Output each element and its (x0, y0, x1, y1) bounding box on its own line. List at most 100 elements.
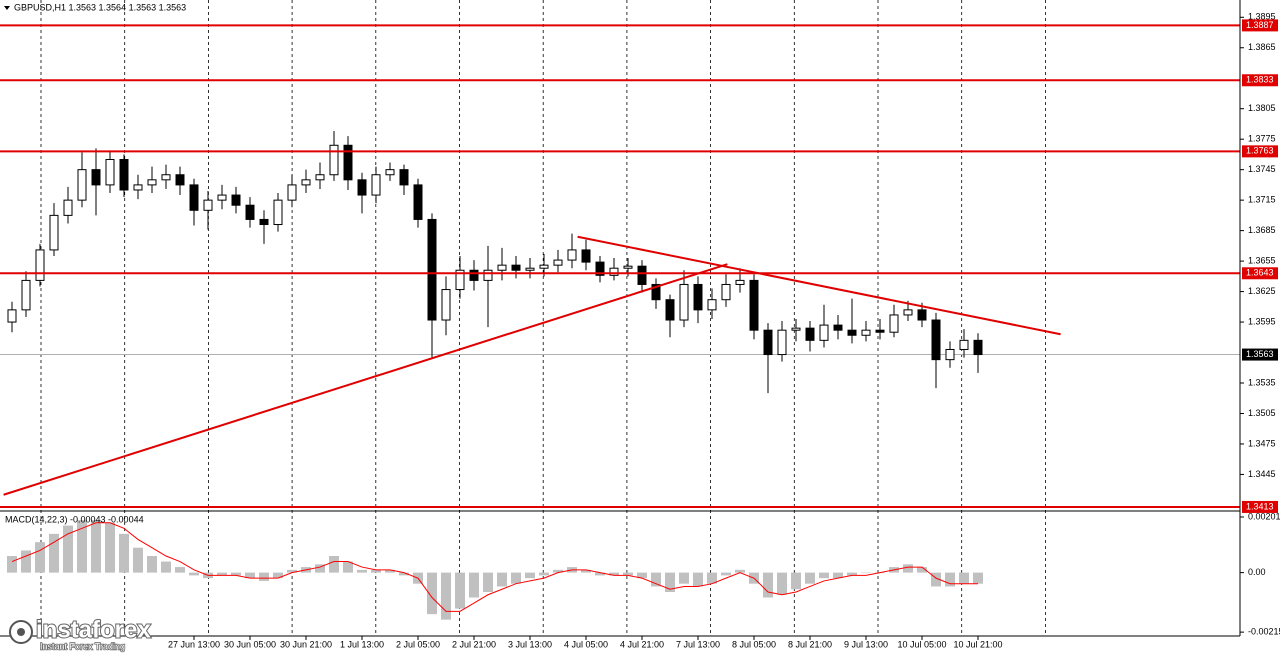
candle-body (217, 194, 227, 201)
candle-body (371, 174, 381, 196)
macd-bar (553, 569, 563, 573)
candle-body (875, 329, 885, 333)
macd-bar (329, 556, 339, 573)
macd-bar (847, 572, 857, 576)
level-label-box (1242, 19, 1278, 32)
candle-body (777, 329, 787, 356)
macd-bar (385, 569, 395, 573)
y-tick-label: 1.3715 (1248, 195, 1276, 205)
macd-bar (175, 567, 185, 573)
macd-bar (595, 572, 605, 576)
macd-bar (735, 569, 745, 573)
watermark: instaforex Instant Forex Trading (9, 615, 152, 652)
level-label-box (1242, 74, 1278, 87)
candle-body (665, 299, 675, 321)
candle-body (301, 179, 311, 186)
macd-bar (903, 564, 913, 573)
macd-bar (273, 572, 283, 579)
macd-title: MACD(14,22,3) -0.00043 -0.00044 (5, 514, 144, 524)
level-label: 1.3763 (1246, 146, 1274, 156)
macd-bar (91, 520, 101, 573)
macd-bar (511, 572, 521, 584)
y-tick-label: 1.3445 (1248, 469, 1276, 479)
macd-bar (21, 550, 31, 573)
level-label-box (1242, 267, 1278, 280)
macd-bar (217, 572, 227, 576)
candle-body (7, 309, 17, 323)
signal-line (11, 522, 978, 612)
candle-body (455, 269, 465, 291)
x-tick-label: 10 Jul 05:00 (897, 639, 946, 649)
macd-bar (525, 572, 535, 579)
candle-body (791, 327, 801, 331)
macd-bar (133, 547, 143, 573)
macd-bar (287, 569, 297, 573)
macd-bar (483, 572, 493, 592)
y-tick-label: 1.3895 (1248, 12, 1276, 22)
trendline (577, 235, 1061, 336)
candle-body (707, 299, 717, 311)
macd-bar (539, 572, 549, 576)
macd-bar (679, 572, 689, 584)
candle-body (595, 261, 605, 276)
x-tick-label: 8 Jul 21:00 (788, 639, 832, 649)
macd-bar (721, 572, 731, 576)
x-tick-label: 30 Jun 05:00 (224, 639, 276, 649)
logo-icon-core (17, 628, 25, 636)
candle-body (441, 289, 451, 321)
macd-bar (861, 572, 871, 574)
candle-body (539, 264, 549, 269)
macd-bar (637, 572, 647, 579)
candle-body (49, 214, 59, 251)
macd-bar (357, 569, 367, 573)
y-tick-label: 1.3775 (1248, 134, 1276, 144)
x-tick-label: 1 Jul 13:00 (340, 639, 384, 649)
candle-body (609, 267, 619, 276)
last-price-box (1242, 348, 1278, 361)
x-tick-label: 4 Jul 21:00 (620, 639, 664, 649)
candle-body (833, 324, 843, 331)
y-tick-label: 1.3505 (1248, 408, 1276, 418)
macd-bar (343, 561, 353, 573)
candle-body (35, 249, 45, 281)
grid (40, 0, 1046, 636)
macd-bar (315, 564, 325, 573)
y-tick-label: 1.3625 (1248, 286, 1276, 296)
x-tick-label: 3 Jul 13:00 (508, 639, 552, 649)
macd-bar (105, 522, 115, 573)
candle-body (861, 329, 871, 336)
candle-body (469, 269, 479, 281)
macd-bar (441, 572, 451, 620)
candle-body (931, 319, 941, 361)
macd-bar (259, 572, 269, 581)
y-tick-label: 1.3535 (1248, 377, 1276, 387)
macd-bar (399, 572, 409, 576)
macd-bar (693, 572, 703, 587)
y-tick-label: 1.3595 (1248, 316, 1276, 326)
candle-body (273, 199, 283, 226)
macd-bar (763, 572, 773, 598)
level-label: 1.3643 (1246, 268, 1274, 278)
candle-body (721, 283, 731, 301)
level-label: 1.3413 (1246, 501, 1274, 511)
macd-bar (707, 572, 717, 584)
x-tick-label: 9 Jul 13:00 (844, 639, 888, 649)
candle-body (259, 218, 269, 226)
candle-body (749, 279, 759, 331)
last-price-label: 1.3563 (1246, 349, 1274, 359)
macd-bar (77, 520, 87, 573)
candle-body (161, 174, 171, 181)
candle-body (399, 169, 409, 186)
candle-body (973, 339, 983, 356)
candle-body (413, 184, 423, 220)
macd-bar (665, 572, 675, 592)
macd-bar (651, 572, 661, 587)
x-tick-label: 2 Jul 05:00 (396, 639, 440, 649)
macd-bar (161, 561, 171, 573)
macd-bar (147, 556, 157, 573)
macd-bar (581, 569, 591, 573)
y-tick-label: 1.3805 (1248, 103, 1276, 113)
